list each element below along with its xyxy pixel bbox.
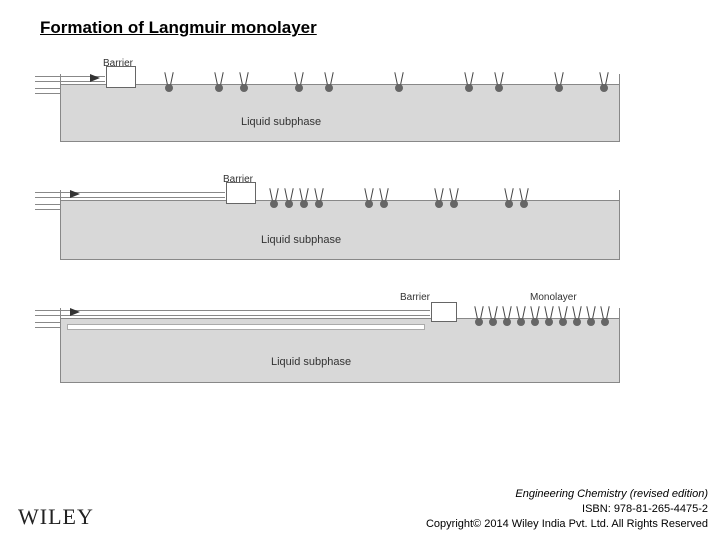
- amphiphile-molecule: [311, 184, 327, 204]
- isbn-text: ISBN: 978-81-265-4475-2: [426, 502, 708, 517]
- barrier-label: Barrier: [400, 292, 430, 303]
- amphiphile-molecule: [491, 68, 507, 88]
- amphiphile-molecule: [431, 184, 447, 204]
- amphiphile-molecule: [597, 302, 613, 322]
- amphiphile-molecule: [161, 68, 177, 88]
- liquid-surface: [61, 84, 619, 85]
- amphiphile-molecule: [321, 68, 337, 88]
- amphiphile-molecule: [361, 184, 377, 204]
- liquid-surface: [61, 200, 619, 201]
- trough: Liquid subphase: [60, 190, 620, 260]
- subphase-label: Liquid subphase: [241, 116, 321, 128]
- trough: Liquid subphase: [60, 74, 620, 142]
- langmuir-panel-2: BarrierLiquid subphase: [60, 166, 620, 266]
- amphiphile-molecule: [211, 68, 227, 88]
- amphiphile-molecule: [291, 68, 307, 88]
- barrier: [106, 66, 136, 88]
- langmuir-panel-3: BarrierMonolayerLiquid subphase: [60, 284, 620, 389]
- barrier: [431, 302, 457, 322]
- langmuir-panel-1: BarrierLiquid subphase: [60, 50, 620, 148]
- subphase-label: Liquid subphase: [261, 234, 341, 246]
- amphiphile-molecule: [501, 184, 517, 204]
- amphiphile-molecule: [461, 68, 477, 88]
- page-title: Formation of Langmuir monolayer: [40, 18, 317, 38]
- amphiphile-molecule: [391, 68, 407, 88]
- liquid-subphase: [61, 84, 619, 141]
- trough: Liquid subphase: [60, 308, 620, 383]
- amphiphile-molecule: [376, 184, 392, 204]
- diagram-area: BarrierLiquid subphaseBarrierLiquid subp…: [60, 50, 660, 407]
- inner-rail: [67, 324, 425, 330]
- book-title: Engineering Chemistry (revised edition): [426, 487, 708, 502]
- amphiphile-molecule: [281, 184, 297, 204]
- amphiphile-molecule: [551, 68, 567, 88]
- amphiphile-molecule: [596, 68, 612, 88]
- amphiphile-molecule: [516, 184, 532, 204]
- subphase-label: Liquid subphase: [271, 356, 351, 368]
- amphiphile-molecule: [446, 184, 462, 204]
- copyright-text: Copyright© 2014 Wiley India Pvt. Ltd. Al…: [426, 517, 708, 532]
- amphiphile-molecule: [296, 184, 312, 204]
- publisher-logo: WILEY: [18, 504, 94, 530]
- footer-credits: Engineering Chemistry (revised edition) …: [426, 487, 708, 532]
- amphiphile-molecule: [236, 68, 252, 88]
- barrier: [226, 182, 256, 204]
- liquid-subphase: [61, 200, 619, 259]
- amphiphile-molecule: [266, 184, 282, 204]
